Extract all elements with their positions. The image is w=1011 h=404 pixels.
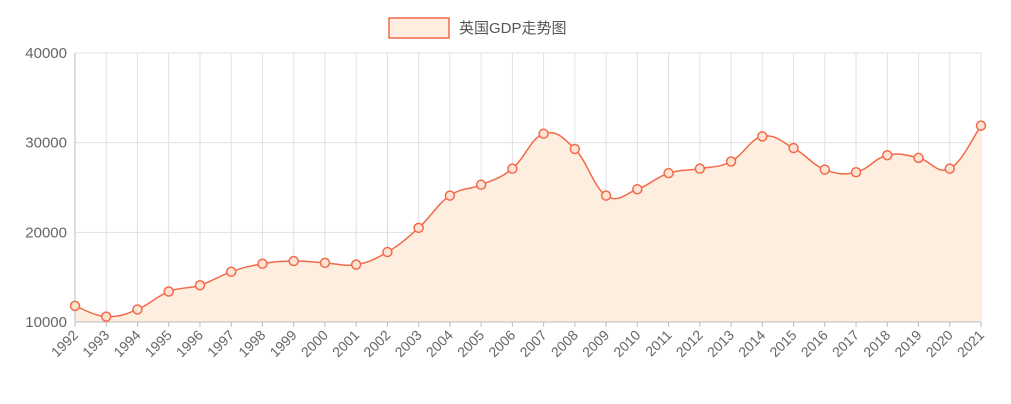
data-point[interactable] [819, 164, 831, 175]
x-tick-label: 1992 [48, 327, 81, 360]
x-tick-label: 2011 [642, 327, 675, 360]
data-point[interactable] [725, 156, 737, 167]
x-tick-label: 2005 [454, 327, 487, 360]
data-point[interactable] [382, 246, 393, 258]
data-point[interactable] [788, 142, 799, 154]
x-tick-label: 2019 [891, 327, 924, 360]
data-point[interactable] [163, 286, 174, 297]
axes [74, 53, 982, 327]
data-point[interactable] [444, 190, 456, 201]
data-point[interactable] [288, 255, 299, 267]
y-tick-label: 10000 [25, 314, 67, 331]
x-tick-label: 1997 [204, 327, 237, 360]
x-tick-label: 2018 [860, 327, 893, 360]
x-tick-label: 1996 [173, 327, 206, 360]
x-tick-label: 2016 [798, 327, 831, 360]
data-point[interactable] [132, 304, 143, 315]
x-tick-label: 1999 [266, 327, 299, 360]
x-tick-label: 1994 [110, 327, 143, 360]
data-point[interactable] [663, 167, 674, 179]
x-tick-label: 2002 [360, 327, 393, 360]
x-tick-label: 2006 [485, 327, 518, 360]
x-tick-label: 1998 [235, 327, 268, 360]
x-tick-label: 2014 [735, 327, 768, 360]
x-tick-label: 2017 [829, 327, 862, 360]
x-tick-label: 1993 [79, 327, 112, 360]
x-tick-labels: 1992199319941995199619971998199920002001… [48, 327, 987, 360]
data-point[interactable] [538, 128, 549, 139]
y-tick-label: 20000 [25, 224, 67, 241]
legend-label[interactable]: 英国GDP走势图 [459, 19, 567, 37]
x-tick-label: 2000 [298, 327, 331, 360]
data-point[interactable] [100, 311, 112, 322]
data-points [69, 120, 987, 322]
data-point[interactable] [913, 152, 924, 164]
data-point[interactable] [850, 167, 862, 178]
data-point[interactable] [569, 143, 581, 155]
x-tick-label: 2020 [923, 327, 956, 360]
x-tick-label: 2001 [329, 327, 362, 360]
x-tick-label: 2007 [516, 327, 549, 360]
data-point[interactable] [319, 257, 331, 269]
data-point[interactable] [882, 149, 893, 161]
x-tick-label: 2008 [548, 327, 581, 360]
x-tick-label: 2004 [423, 327, 456, 360]
data-point[interactable] [69, 300, 81, 312]
data-point[interactable] [975, 120, 987, 131]
data-point[interactable] [694, 163, 706, 174]
legend-swatch[interactable] [388, 17, 450, 39]
x-tick-label: 2015 [766, 327, 799, 360]
x-tick-label: 2010 [610, 327, 643, 360]
data-point[interactable] [757, 131, 768, 142]
x-tick-label: 2003 [391, 327, 424, 360]
data-point[interactable] [225, 266, 237, 278]
data-point[interactable] [632, 184, 643, 195]
x-tick-label: 2013 [704, 327, 737, 360]
x-tick-label: 1995 [142, 327, 175, 360]
x-tick-label: 2012 [673, 327, 706, 360]
y-tick-labels: 10000 20000 30000 40000 [25, 45, 67, 331]
data-point[interactable] [257, 258, 268, 269]
data-point[interactable] [475, 179, 487, 191]
x-tick-label: 2009 [579, 327, 612, 360]
data-point[interactable] [413, 222, 424, 234]
series-area [75, 125, 981, 322]
y-tick-label: 40000 [25, 45, 67, 62]
data-point[interactable] [507, 163, 518, 174]
y-tick-label: 30000 [25, 135, 67, 152]
data-point[interactable] [944, 163, 956, 174]
legend[interactable]: 英国GDP走势图 [388, 17, 567, 39]
data-point[interactable] [350, 259, 362, 270]
area-layer [74, 125, 982, 322]
x-tick-label: 2021 [954, 327, 987, 360]
data-point[interactable] [600, 190, 612, 201]
data-point[interactable] [194, 279, 206, 291]
